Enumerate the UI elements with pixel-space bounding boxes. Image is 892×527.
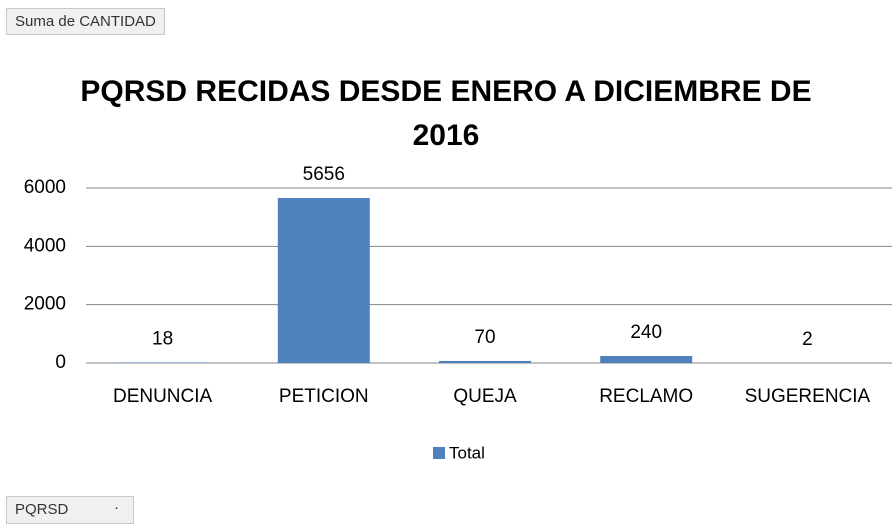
dropdown-arrow[interactable]: · (114, 499, 119, 516)
y-tick-label: 0 (55, 352, 66, 373)
x-tick-label: SUGERENCIA (745, 386, 871, 407)
y-tick-label: 6000 (24, 177, 66, 198)
data-label: 5656 (303, 164, 345, 185)
bar (600, 356, 693, 363)
y-tick-label: 4000 (24, 235, 66, 256)
axis-field-label: PQRSD (15, 501, 69, 518)
data-label: 70 (474, 327, 495, 348)
x-tick-label: QUEJA (453, 386, 517, 407)
data-label: 18 (152, 328, 173, 349)
data-label: 2 (802, 329, 813, 350)
value-field-button[interactable]: Suma de CANTIDAD (6, 8, 165, 35)
axis-field-button[interactable]: PQRSD · (6, 496, 134, 524)
data-label: 240 (630, 322, 662, 343)
bar (277, 198, 370, 363)
x-tick-label: PETICION (279, 386, 369, 407)
x-tick-label: DENUNCIA (113, 386, 213, 407)
bar (116, 362, 209, 363)
x-tick-label: RECLAMO (599, 386, 693, 407)
legend-label: Total (449, 443, 485, 462)
y-tick-label: 2000 (24, 294, 66, 315)
chart-title: PQRSD RECIDAS DESDE ENERO A DICIEMBRE DE… (80, 75, 812, 152)
bar (439, 360, 531, 363)
legend-swatch (433, 447, 445, 459)
